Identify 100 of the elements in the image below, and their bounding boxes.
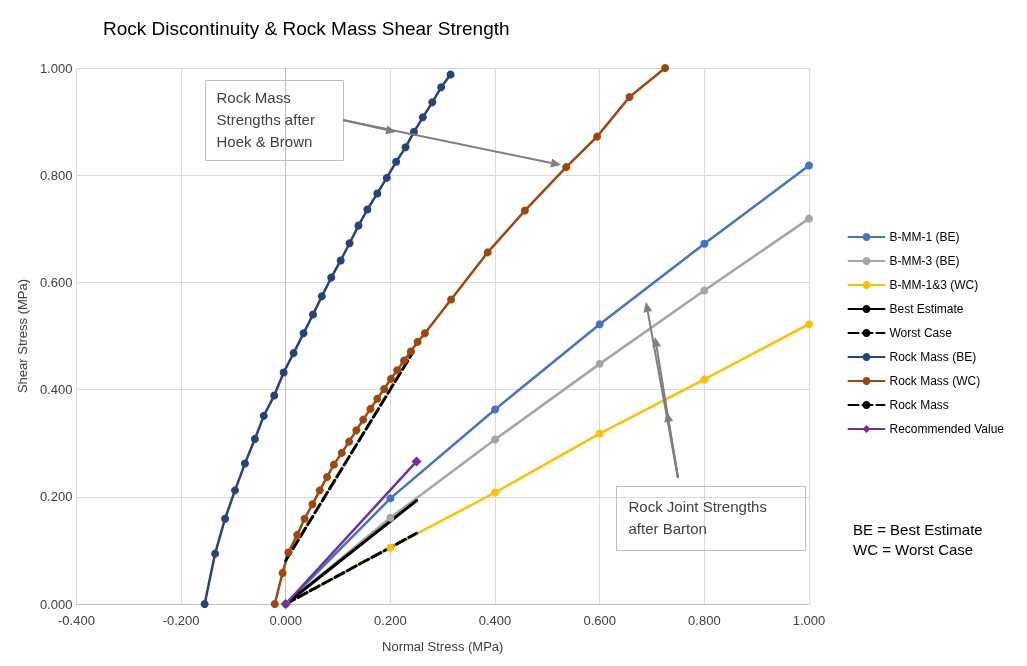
- annotation: Rock Joint Strengths after Barton: [628, 498, 772, 537]
- point: [491, 435, 500, 444]
- legend-label: Worst Case: [889, 326, 953, 340]
- x-tick-label: 0.600: [583, 613, 616, 628]
- point: [491, 488, 500, 497]
- point: [300, 514, 309, 523]
- point: [428, 98, 437, 107]
- x-tick-label: 0.800: [688, 613, 721, 628]
- legend-label: B-MM-1 (BE): [889, 230, 960, 244]
- y-axis-title: Shear Stress (MPa): [15, 278, 30, 394]
- point: [211, 549, 220, 558]
- point: [386, 513, 395, 522]
- point: [625, 92, 634, 101]
- point: [359, 415, 368, 424]
- legend-label: B-MM-3 (BE): [889, 254, 960, 268]
- point: [392, 157, 401, 166]
- point: [413, 337, 422, 346]
- point: [700, 239, 709, 248]
- annotation: Rock Mass Strengths after Hoek & Brown: [216, 89, 320, 150]
- point: [386, 374, 395, 383]
- point: [700, 286, 709, 295]
- point: [200, 600, 209, 608]
- point: [418, 113, 427, 122]
- point: [595, 429, 604, 438]
- point: [373, 394, 382, 403]
- point: [400, 356, 408, 365]
- point: [240, 459, 249, 468]
- legend-label: Rock Mass (BE): [889, 350, 977, 364]
- point: [805, 161, 813, 170]
- point: [354, 221, 363, 230]
- point: [279, 368, 288, 377]
- x-tick-label: 0.000: [269, 613, 303, 628]
- y-tick-label: 0.200: [39, 489, 73, 505]
- x-tick-label: 0.400: [478, 613, 512, 628]
- point: [491, 405, 500, 414]
- point: [284, 548, 293, 557]
- point: [520, 206, 529, 215]
- point: [373, 189, 382, 198]
- point: [401, 143, 410, 152]
- point: [278, 568, 287, 577]
- point: [386, 543, 395, 552]
- point: [386, 494, 395, 503]
- point: [380, 385, 389, 394]
- point: [366, 404, 375, 413]
- point: [411, 456, 422, 467]
- point: [293, 530, 302, 539]
- point: [250, 434, 259, 443]
- point: [337, 448, 346, 457]
- point: [329, 460, 338, 469]
- point: [447, 295, 456, 304]
- point: [446, 70, 455, 79]
- point: [270, 600, 279, 608]
- point: [345, 437, 354, 446]
- x-tick-label: 0.200: [374, 613, 407, 628]
- point: [363, 205, 372, 214]
- x-tick-label: -0.200: [162, 613, 200, 628]
- y-tick-label: 0.000: [39, 596, 73, 612]
- x-tick-label: 1.000: [792, 613, 826, 628]
- point: [327, 273, 336, 282]
- point: [308, 500, 317, 509]
- point: [308, 310, 317, 319]
- point: [437, 83, 446, 92]
- point: [315, 486, 324, 495]
- point: [393, 366, 402, 375]
- point: [289, 349, 298, 358]
- point: [562, 163, 571, 172]
- point: [661, 64, 670, 72]
- y-tick-label: 0.400: [39, 382, 73, 398]
- point: [483, 248, 492, 257]
- point: [420, 329, 429, 338]
- text: BE = Best Estimate: [853, 521, 983, 538]
- legend-label: Recommended Value: [889, 422, 1005, 436]
- text: WC = Worst Case: [853, 541, 974, 558]
- point: [805, 320, 813, 329]
- point: [700, 375, 709, 384]
- point: [299, 329, 308, 338]
- y-tick-label: 0.600: [39, 274, 73, 290]
- point: [336, 256, 345, 265]
- point: [345, 239, 354, 248]
- point: [805, 214, 813, 223]
- point: [317, 292, 326, 301]
- x-axis-title: Normal Stress (MPa): [382, 639, 504, 654]
- point: [593, 132, 602, 141]
- legend-label: B-MM-1&3 (WC): [889, 278, 979, 292]
- point: [323, 472, 332, 481]
- legend-label: Best Estimate: [889, 302, 964, 316]
- x-tick-label: -0.400: [57, 613, 95, 628]
- chart-title: Rock Discontinuity & Rock Mass Shear Strength: [103, 18, 510, 39]
- point: [595, 359, 604, 368]
- legend-label: Rock Mass (WC): [889, 374, 981, 388]
- point: [352, 426, 361, 435]
- point: [230, 486, 239, 495]
- point: [382, 173, 391, 182]
- point: [259, 411, 268, 420]
- point: [595, 320, 604, 329]
- y-tick-label: 1.000: [39, 60, 73, 76]
- y-tick-label: 0.800: [39, 167, 73, 183]
- point: [270, 391, 279, 400]
- legend-label: Rock Mass: [889, 398, 949, 412]
- point: [406, 347, 415, 356]
